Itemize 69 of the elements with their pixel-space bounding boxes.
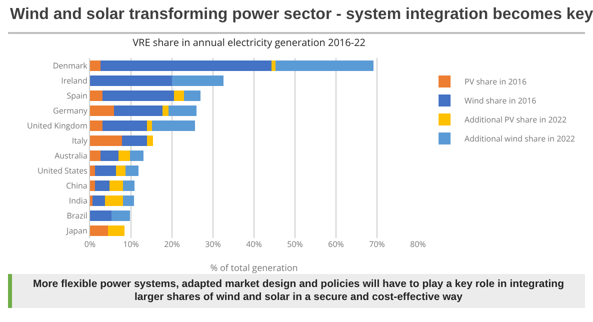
bar [125, 165, 138, 176]
x-tick-label: 70% [369, 239, 386, 250]
legend-label: Additional wind share in 2022 [464, 134, 576, 145]
y-tick-label: Ireland [61, 75, 88, 86]
bar [184, 90, 201, 101]
bar [105, 195, 124, 206]
bar [123, 180, 134, 191]
bar [162, 105, 169, 116]
bar [94, 165, 116, 176]
y-tick-label: Spain [66, 90, 88, 102]
bar [168, 105, 197, 116]
bar [272, 60, 276, 71]
y-tick-label: Japan [66, 225, 88, 236]
legend-label: PV share in 2016 [464, 76, 527, 88]
x-tick-label: 40% [246, 239, 262, 250]
x-tick-label: 10% [123, 239, 140, 250]
bar [90, 210, 112, 221]
bar [118, 150, 130, 161]
bar [94, 180, 110, 191]
bar [90, 105, 114, 116]
bar [90, 180, 95, 191]
bar [90, 120, 103, 131]
bar [130, 150, 144, 161]
bar [116, 165, 126, 176]
legend-label: Additional PV share in 2022 [464, 114, 567, 126]
bar [172, 75, 224, 86]
x-tick-label: 60% [328, 239, 344, 250]
chart-subtitle: VRE share in annual electricity generation 2016-22 [132, 34, 366, 49]
bar [112, 210, 130, 221]
bar [90, 75, 172, 86]
y-tick-label: United States [37, 165, 88, 176]
bar [90, 135, 122, 146]
bar [152, 120, 195, 131]
x-tick-label: 30% [205, 239, 222, 250]
x-tick-label: 50% [287, 239, 304, 250]
y-tick-label: Italy [72, 135, 88, 146]
bar [90, 90, 102, 101]
chart-title: Wind and solar transforming power sector - system integration becomes key [9, 5, 593, 25]
bar [90, 165, 95, 176]
x-tick-label: 80% [410, 239, 426, 250]
bar [100, 60, 272, 71]
bar [114, 105, 163, 116]
bar [123, 195, 134, 206]
x-axis-title: % of total generation [210, 261, 298, 274]
bar [174, 90, 184, 101]
bar [90, 60, 100, 71]
bar [108, 225, 124, 236]
bar [276, 60, 374, 71]
bar [110, 180, 124, 191]
y-tick-label: Germany [53, 105, 88, 116]
x-tick-label: 20% [164, 239, 180, 250]
bar [122, 135, 147, 146]
y-tick-label: India [68, 195, 88, 206]
bar [90, 225, 108, 236]
bar [146, 135, 154, 146]
bar [146, 120, 152, 131]
x-tick-label: 0% [84, 239, 96, 250]
bar [92, 195, 106, 206]
y-tick-label: Australia [54, 150, 88, 162]
bar [100, 150, 119, 161]
bar [90, 150, 100, 161]
y-tick-label: United Kingdom [27, 120, 88, 132]
bar [102, 90, 174, 101]
legend-label: Wind share in 2016 [464, 96, 537, 107]
y-tick-label: Brazil [66, 210, 88, 222]
text: More flexible power systems, adapted market design and policies will have to play a key role in integrating larger shares of wind and solar in a secure and cost-effective way [8, 274, 585, 308]
y-tick-label: Denmark [52, 60, 88, 72]
y-tick-label: China [66, 180, 88, 192]
bar [102, 120, 147, 131]
